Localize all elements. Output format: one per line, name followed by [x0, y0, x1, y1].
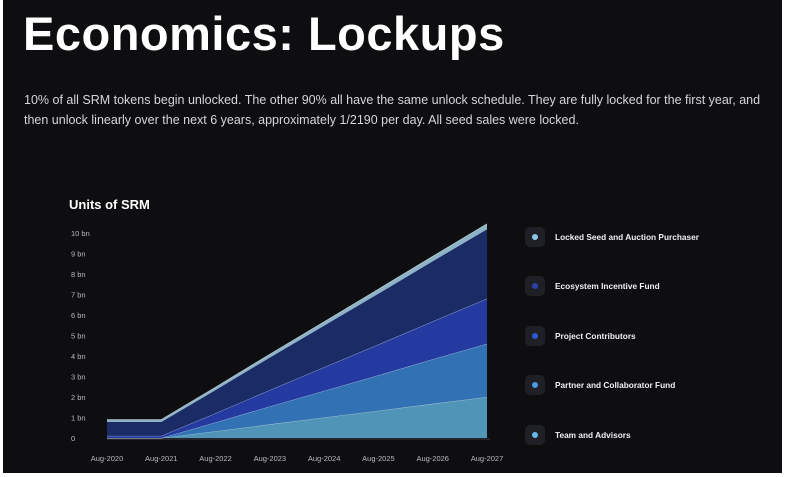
area-series-team-and-advisors: [107, 397, 487, 438]
x-tick-label: Aug-2020: [91, 454, 124, 463]
slide: Economics: Lockups 10% of all SRM tokens…: [3, 0, 782, 473]
legend-label: Locked Seed and Auction Purchaser: [555, 232, 700, 242]
y-tick-label: 3 bn: [71, 373, 86, 382]
legend-item-ecosystem: Ecosystem Incentive Fund: [525, 274, 660, 298]
legend-swatch: [525, 326, 545, 346]
x-tick-label: Aug-2026: [416, 454, 449, 463]
legend-dot-icon: [532, 333, 538, 339]
legend-dot-icon: [532, 432, 538, 438]
x-tick-label: Aug-2027: [471, 454, 504, 463]
legend-label: Project Contributors: [555, 331, 636, 341]
legend-label: Partner and Collaborator Fund: [555, 380, 676, 390]
x-tick-label: Aug-2024: [308, 454, 341, 463]
legend-swatch: [525, 425, 545, 445]
stacked-area-chart: 0 1 bn 2 bn 3 bn 4 bn 5 bn 6 bn 7 bn 8 bn 9 bn 10 …: [71, 223, 504, 463]
x-tick-label: Aug-2023: [254, 454, 287, 463]
legend-item-project-contributors: Project Contributors: [525, 324, 636, 348]
y-tick-label: 10 bn: [71, 229, 90, 238]
page-description: 10% of all SRM tokens begin unlocked. Th…: [24, 93, 761, 127]
y-tick-label: 1 bn: [71, 414, 86, 423]
y-tick-label: 5 bn: [71, 332, 86, 341]
legend-item-locked-seed: Locked Seed and Auction Purchaser: [525, 225, 699, 249]
y-tick-label: 0: [71, 434, 75, 443]
x-tick-label: Aug-2022: [199, 454, 232, 463]
legend-swatch: [525, 375, 545, 395]
y-tick-label: 8 bn: [71, 270, 86, 279]
y-tick-label: 2 bn: [71, 393, 86, 402]
legend-dot-icon: [532, 234, 538, 240]
y-tick-label: 6 bn: [71, 311, 86, 320]
legend-label: Ecosystem Incentive Fund: [555, 281, 660, 291]
legend-swatch: [525, 276, 545, 296]
y-tick-label: 4 bn: [71, 352, 86, 361]
legend-item-team-advisors: Team and Advisors: [525, 423, 631, 447]
area-series-partner-and-collaborator-fund: [107, 343, 487, 438]
chart-title: Units of SRM: [69, 197, 150, 212]
legend-swatch: [525, 227, 545, 247]
y-tick-label: 9 bn: [71, 250, 86, 259]
x-tick-label: Aug-2025: [362, 454, 395, 463]
legend-label: Team and Advisors: [555, 430, 631, 440]
legend-item-partner-fund: Partner and Collaborator Fund: [525, 373, 675, 397]
y-tick-label: 7 bn: [71, 291, 86, 300]
legend-dot-icon: [532, 283, 538, 289]
x-tick-label: Aug-2021: [145, 454, 178, 463]
legend-dot-icon: [532, 382, 538, 388]
area-boundary-line: [107, 223, 488, 420]
page-title: Economics: Lockups: [23, 7, 505, 60]
